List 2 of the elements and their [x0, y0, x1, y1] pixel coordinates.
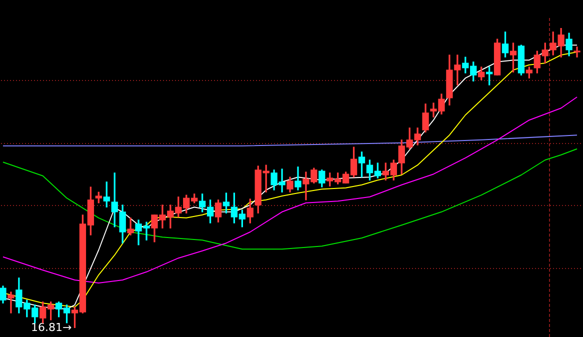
- annotation: 16.81→: [31, 320, 72, 334]
- candlestick: [574, 46, 580, 58]
